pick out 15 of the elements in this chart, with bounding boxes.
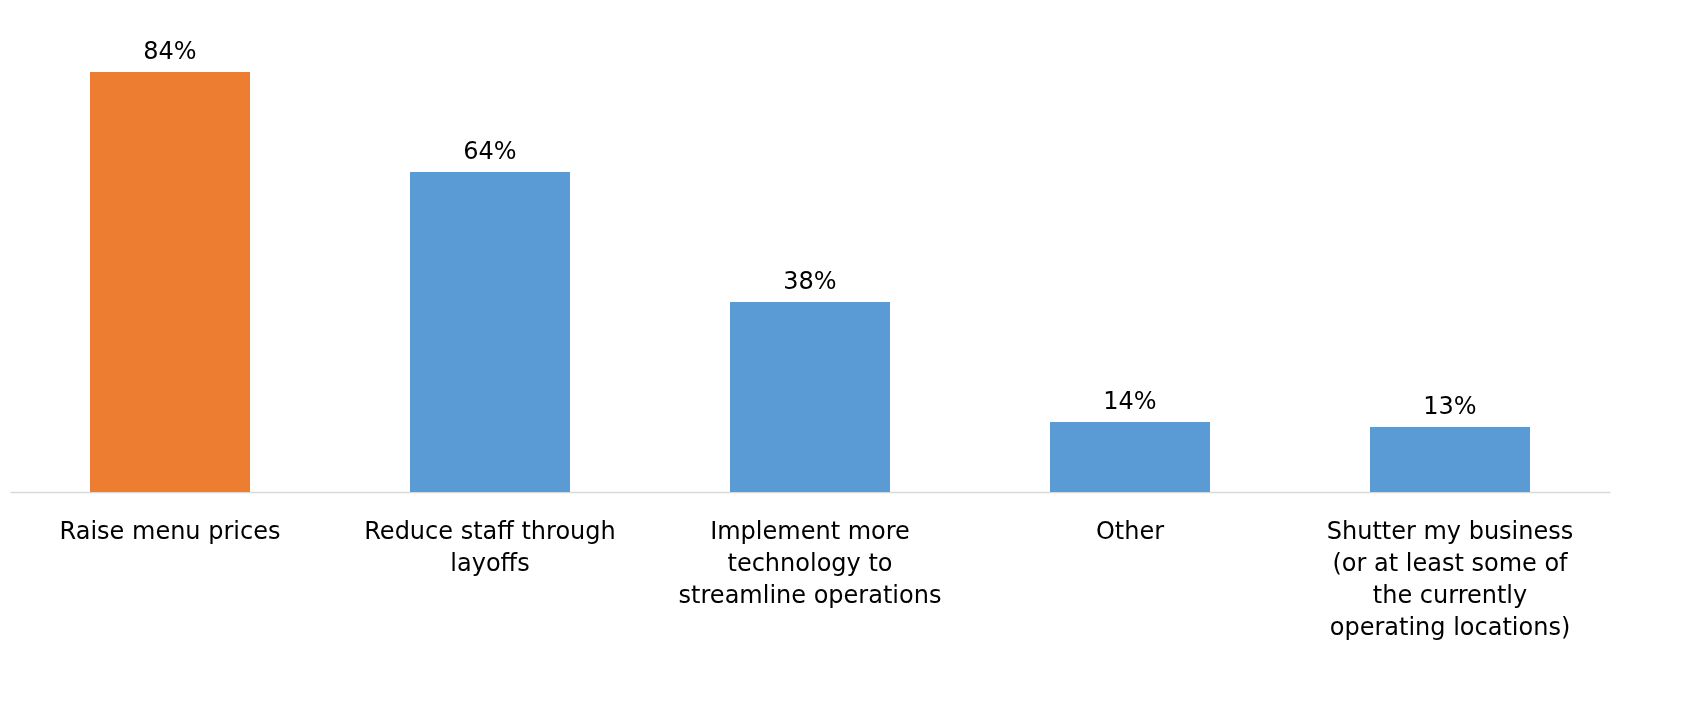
data-label: 38% bbox=[783, 267, 837, 295]
data-label: 64% bbox=[463, 137, 517, 165]
bar bbox=[1050, 422, 1210, 492]
bar bbox=[90, 72, 250, 492]
bar bbox=[730, 302, 890, 492]
bar bbox=[410, 172, 570, 492]
x-tick-label: Reduce staff through layoffs bbox=[364, 517, 616, 577]
x-tick-label: Shutter my business (or at least some of the currently operating locations) bbox=[1326, 517, 1574, 641]
x-tick-label: Raise menu prices bbox=[59, 517, 281, 545]
data-label: 14% bbox=[1103, 387, 1157, 415]
data-label: 13% bbox=[1423, 392, 1477, 420]
bar bbox=[1370, 427, 1530, 492]
x-tick-label: Implement more technology to streamline operations bbox=[678, 517, 942, 609]
x-tick-label: Other bbox=[1095, 517, 1165, 545]
data-label: 84% bbox=[143, 37, 197, 65]
